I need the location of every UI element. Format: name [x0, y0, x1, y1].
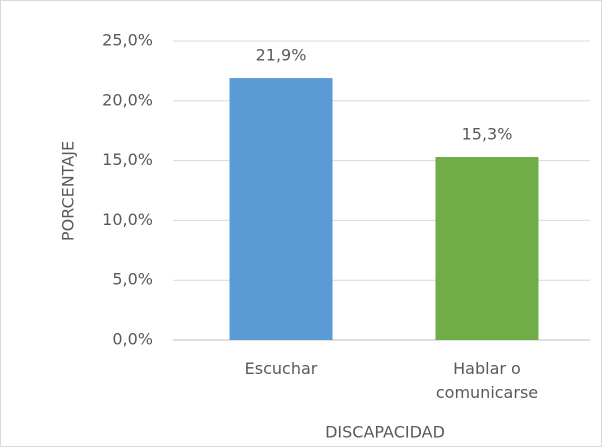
y-tick-label: 0,0%	[112, 330, 153, 349]
bar	[229, 78, 333, 341]
y-tick-label: 5,0%	[112, 270, 153, 289]
y-axis-title: PORCENTAJE	[59, 141, 78, 241]
value-label: 21,9%	[256, 46, 307, 65]
value-label: 15,3%	[462, 125, 513, 144]
bar	[435, 157, 539, 340]
y-tick-label: 15,0%	[102, 150, 153, 169]
y-tick-label: 20,0%	[102, 90, 153, 109]
y-tick-label: 25,0%	[102, 31, 153, 50]
x-tick-label: Hablar o comunicarse	[435, 359, 539, 402]
x-axis-title: DISCAPACIDAD	[325, 423, 445, 442]
y-tick-label: 10,0%	[102, 210, 153, 229]
x-tick-label: Escuchar	[244, 359, 318, 378]
